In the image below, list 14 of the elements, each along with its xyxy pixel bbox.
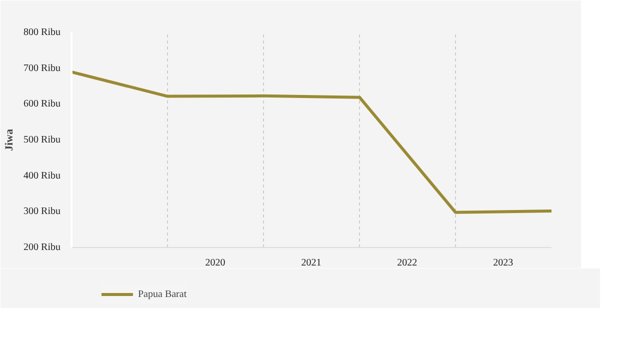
y-tick-label: 600 Ribu bbox=[24, 98, 61, 110]
y-tick-label: 500 Ribu bbox=[24, 134, 61, 146]
x-tick-label: 2020 bbox=[205, 258, 226, 268]
x-tick-label: 2021 bbox=[301, 258, 322, 268]
y-axis-title: Jiwa bbox=[4, 128, 16, 151]
y-tick-label: 800 Ribu bbox=[24, 27, 61, 38]
x-tick-label: 2023 bbox=[493, 258, 514, 268]
y-tick-label: 700 Ribu bbox=[24, 62, 61, 74]
y-tick-label: 200 Ribu bbox=[24, 242, 61, 253]
line-series bbox=[72, 70, 552, 214]
legend-label: Papua Barat bbox=[138, 288, 187, 300]
y-tick-label: 400 Ribu bbox=[24, 170, 61, 182]
x-tick-label: 2022 bbox=[397, 258, 418, 268]
y-tick-label: 300 Ribu bbox=[24, 206, 61, 218]
